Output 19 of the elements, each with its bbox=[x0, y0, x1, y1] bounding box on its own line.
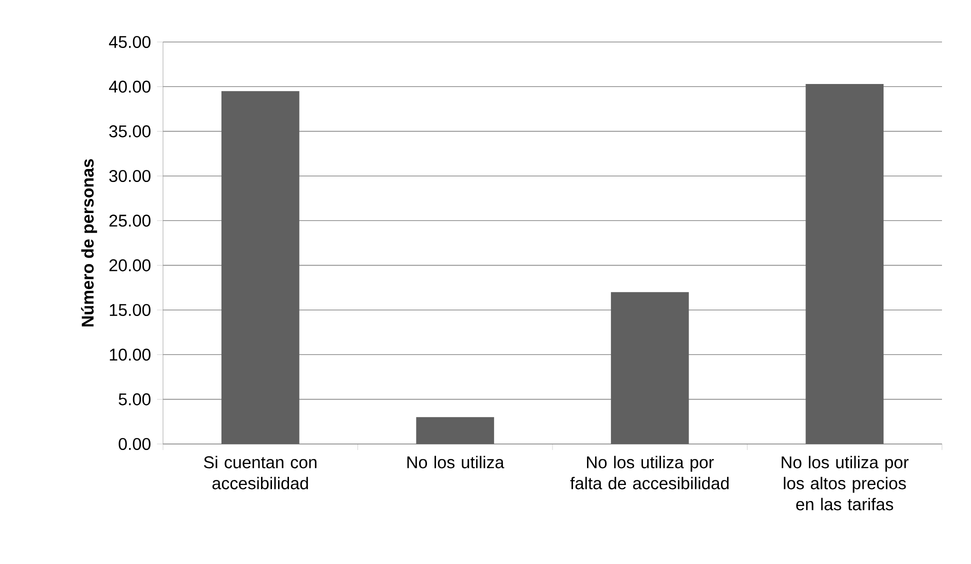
y-tick-label: 15.00 bbox=[110, 304, 150, 316]
bar bbox=[221, 91, 300, 444]
y-tick-label: 25.00 bbox=[109, 214, 150, 227]
bar bbox=[416, 417, 494, 444]
y-tick-label: 0.00 bbox=[118, 438, 150, 450]
x-tick-label: Si cuentan con accesibilidad bbox=[204, 456, 316, 490]
y-tick-label: 45.00 bbox=[108, 36, 150, 48]
bar bbox=[806, 84, 884, 444]
y-tick-label: 5.00 bbox=[118, 393, 150, 406]
x-tick-label: No los utiliza por falta de accesibilidad bbox=[570, 456, 729, 490]
y-tick-label: 35.00 bbox=[109, 125, 150, 138]
y-tick-label: 40.00 bbox=[108, 80, 150, 93]
y-axis-title: Número de personas bbox=[81, 159, 98, 326]
x-tick-label: No los utiliza por los altos precios en las tarifas bbox=[782, 456, 909, 510]
y-tick-label: 30.00 bbox=[109, 170, 150, 182]
x-tick-label: No los utiliza bbox=[407, 456, 504, 468]
bar bbox=[610, 292, 689, 444]
y-tick-label: 20.00 bbox=[109, 259, 150, 272]
y-tick-label: 10.00 bbox=[110, 348, 150, 361]
